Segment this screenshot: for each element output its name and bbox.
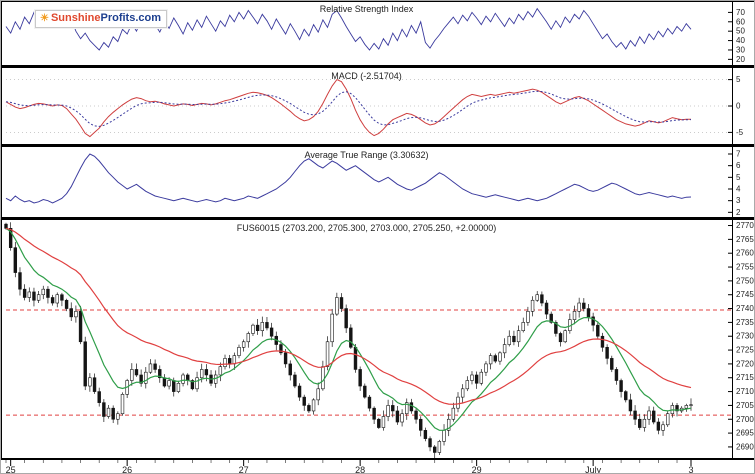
svg-text:2720: 2720 [736,359,754,368]
svg-text:2700: 2700 [736,415,754,424]
svg-text:2725: 2725 [736,346,754,355]
svg-text:2695: 2695 [736,429,754,438]
svg-text:2770: 2770 [736,221,754,230]
logo-text-sunshine: Sunshine [50,12,101,24]
svg-text:2755: 2755 [736,263,754,272]
svg-text:5: 5 [736,75,741,84]
svg-text:2735: 2735 [736,318,754,327]
svg-text:2710: 2710 [736,387,754,396]
svg-text:3: 3 [688,465,693,474]
svg-text:2740: 2740 [736,304,754,313]
svg-text:4: 4 [736,185,741,194]
svg-text:28: 28 [355,465,365,474]
svg-text:July: July [585,465,602,474]
svg-text:-5: -5 [736,128,744,137]
svg-text:30: 30 [736,45,745,54]
svg-text:29: 29 [472,465,482,474]
sun-icon: ☀ [40,13,49,24]
svg-text:6: 6 [736,161,741,170]
svg-text:2765: 2765 [736,235,754,244]
svg-text:50: 50 [736,27,745,36]
logo-text-profits: Profits.com [100,12,161,24]
svg-text:26: 26 [122,465,132,474]
svg-text:5: 5 [736,173,741,182]
svg-text:60: 60 [736,17,745,26]
svg-text:20: 20 [736,55,745,64]
svg-text:2760: 2760 [736,249,754,258]
svg-text:2730: 2730 [736,332,754,341]
svg-text:25: 25 [6,465,16,474]
logo[interactable]: ☀ SunshineProfits.com [35,10,167,28]
svg-text:40: 40 [736,36,745,45]
svg-text:2750: 2750 [736,276,754,285]
svg-text:7: 7 [736,150,741,159]
svg-text:2715: 2715 [736,373,754,382]
svg-text:2690: 2690 [736,442,754,451]
svg-text:3: 3 [736,196,741,205]
svg-text:2705: 2705 [736,401,754,410]
svg-text:27: 27 [239,465,249,474]
svg-text:2: 2 [736,208,741,217]
svg-text:2745: 2745 [736,290,754,299]
svg-text:0: 0 [736,102,741,111]
svg-text:70: 70 [736,8,745,17]
